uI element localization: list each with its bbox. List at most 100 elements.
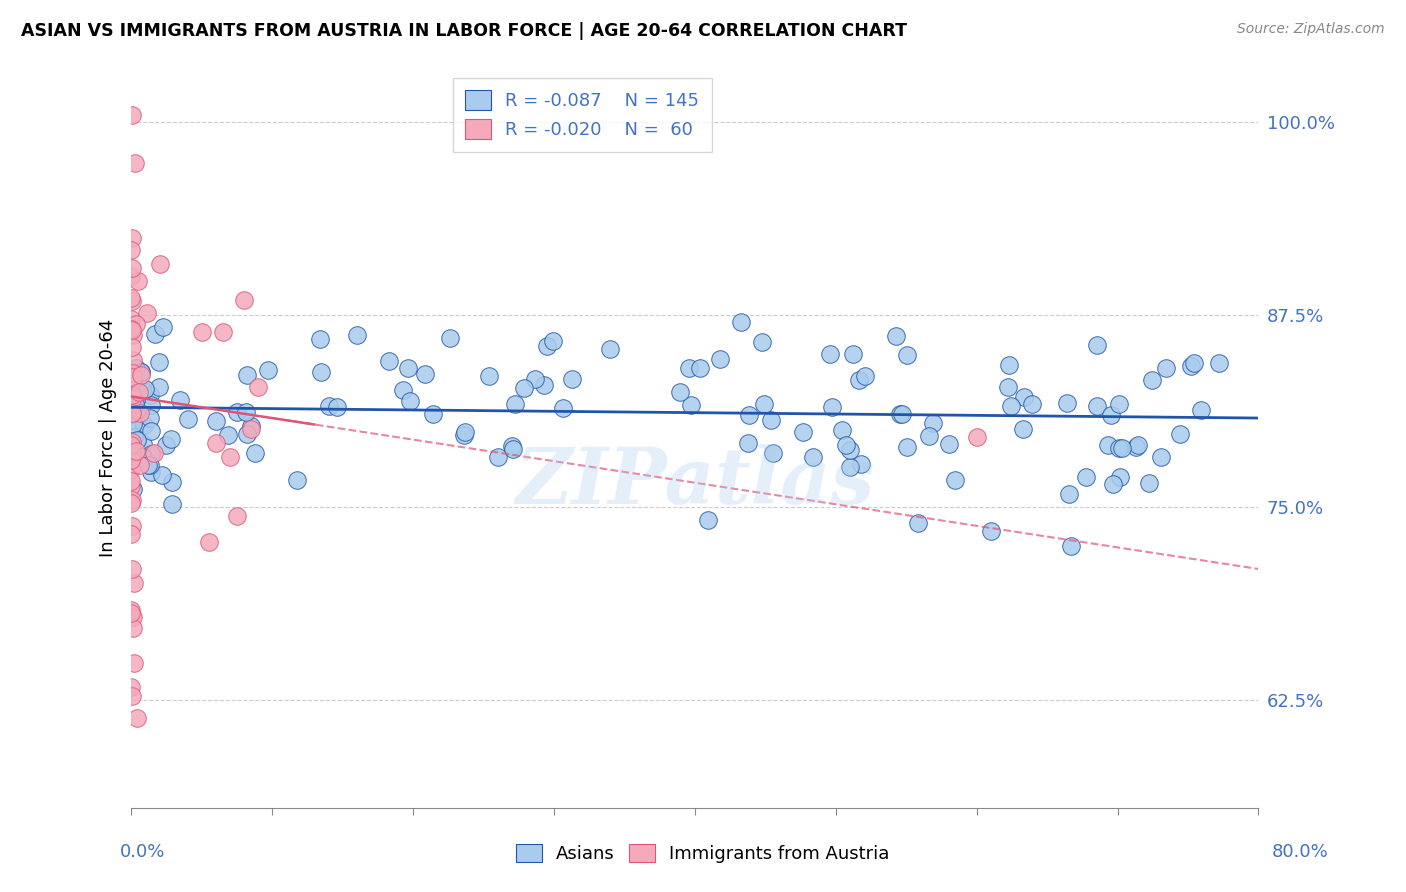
Point [1057, 486, 1080, 500]
Point [689, 361, 711, 376]
Point [134, 382, 156, 396]
Point [139, 411, 162, 425]
Point [801, 450, 824, 465]
Point [142, 446, 165, 460]
Point [853, 368, 876, 383]
Point [792, 425, 814, 439]
Point [217, 428, 239, 442]
Point [997, 358, 1019, 372]
Point [122, 374, 145, 388]
Point [1012, 390, 1035, 404]
Point [413, 367, 436, 381]
Point [839, 443, 862, 458]
Point [152, 319, 174, 334]
Text: ASIAN VS IMMIGRANTS FROM AUSTRIA IN LABOR FORCE | AGE 20-64 CORRELATION CHART: ASIAN VS IMMIGRANTS FROM AUSTRIA IN LABO… [21, 22, 907, 40]
Point [160, 432, 183, 446]
Point [285, 473, 308, 487]
Point [148, 355, 170, 369]
Text: Source: ZipAtlas.com: Source: ZipAtlas.com [1237, 22, 1385, 37]
Point [679, 398, 702, 412]
Point [125, 393, 148, 408]
Point [841, 347, 863, 361]
Point [1021, 397, 1043, 411]
Point [533, 377, 555, 392]
Point [308, 333, 330, 347]
Point [235, 405, 257, 419]
Point [1125, 440, 1147, 454]
Point [190, 326, 212, 340]
Point [818, 347, 841, 361]
Point [150, 468, 173, 483]
Point [121, 260, 143, 275]
Point [247, 380, 270, 394]
Point [121, 689, 143, 703]
Point [346, 327, 368, 342]
Point [439, 331, 461, 345]
Point [486, 450, 509, 465]
Text: ZIPatlas: ZIPatlas [515, 444, 875, 521]
Point [128, 458, 150, 472]
Point [1126, 437, 1149, 451]
Point [709, 352, 731, 367]
Point [1109, 470, 1132, 484]
Point [1142, 373, 1164, 387]
Point [121, 108, 143, 122]
Point [120, 291, 142, 305]
Point [148, 380, 170, 394]
Point [121, 293, 143, 308]
Point [233, 293, 256, 307]
Point [197, 535, 219, 549]
Point [831, 423, 853, 437]
Point [131, 383, 153, 397]
Point [1208, 355, 1230, 369]
Point [761, 412, 783, 426]
Point [396, 360, 419, 375]
Point [162, 497, 184, 511]
Point [1074, 470, 1097, 484]
Point [121, 406, 143, 420]
Point [834, 438, 856, 452]
Point [1108, 441, 1130, 455]
Point [1099, 408, 1122, 422]
Point [1097, 438, 1119, 452]
Point [124, 397, 146, 411]
Y-axis label: In Labor Force | Age 20-64: In Labor Force | Age 20-64 [100, 319, 117, 558]
Point [122, 576, 145, 591]
Point [422, 407, 444, 421]
Point [762, 445, 785, 459]
Point [122, 366, 145, 380]
Point [120, 243, 142, 257]
Point [120, 462, 142, 476]
Point [326, 400, 349, 414]
Point [125, 403, 148, 417]
Point [239, 418, 262, 433]
Point [121, 408, 143, 422]
Point [122, 621, 145, 635]
Point [1085, 338, 1108, 352]
Point [121, 340, 143, 354]
Point [245, 446, 267, 460]
Point [127, 274, 149, 288]
Point [120, 527, 142, 541]
Point [139, 424, 162, 438]
Point [121, 493, 143, 508]
Point [1180, 359, 1202, 373]
Point [121, 392, 143, 407]
Point [160, 475, 183, 489]
Point [454, 425, 477, 439]
Point [524, 372, 547, 386]
Point [120, 390, 142, 404]
Point [1137, 476, 1160, 491]
Point [121, 388, 143, 402]
Point [1102, 477, 1125, 491]
Point [309, 365, 332, 379]
Point [561, 372, 583, 386]
Point [124, 412, 146, 426]
Point [139, 388, 162, 402]
Point [125, 443, 148, 458]
Point [890, 408, 912, 422]
Point [1168, 426, 1191, 441]
Point [938, 437, 960, 451]
Point [125, 433, 148, 447]
Point [121, 414, 143, 428]
